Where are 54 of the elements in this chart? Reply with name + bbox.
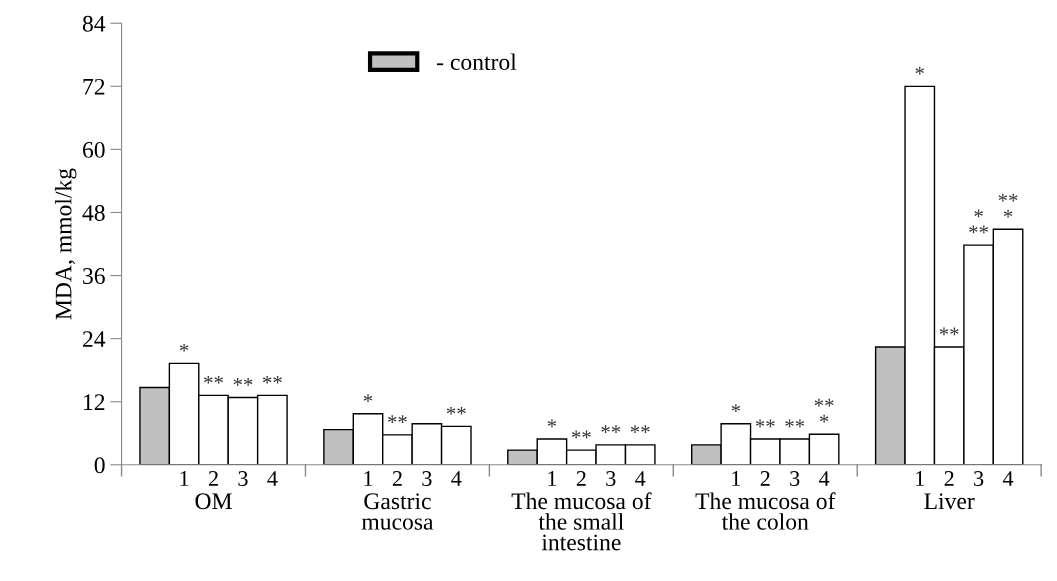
data-label: ** (388, 415, 407, 424)
series-label: 4 (267, 471, 278, 486)
x-tick-label: Liver (924, 493, 975, 510)
data-label: * (179, 343, 189, 352)
series-label: 3 (238, 471, 248, 486)
text: 3 (606, 471, 616, 486)
text: 2 (944, 471, 954, 486)
text: 3 (422, 471, 432, 486)
text: 3 (790, 471, 800, 486)
data-label: * ** (969, 209, 989, 234)
data-label: ** (939, 327, 959, 336)
x-tick-label: The mucosa of the colon (695, 492, 836, 530)
text: 4 (451, 471, 462, 486)
data-label: ** * (998, 193, 1018, 218)
y-tick-label: 60 (82, 141, 105, 158)
text: 1 (916, 471, 924, 486)
text: 2 (760, 471, 770, 486)
data-label: ** (601, 425, 621, 433)
text: 3 (974, 471, 984, 486)
text: 2 (392, 471, 402, 486)
data-label: ** (446, 406, 466, 415)
data-label: * (731, 404, 741, 412)
data-label: * (915, 66, 924, 75)
text: 4 (819, 471, 830, 486)
y-axis-title: MDA, mmol/kg (54, 168, 77, 320)
series-label: 1 (180, 471, 189, 486)
data-label: * (547, 419, 557, 428)
text: 4 (635, 471, 646, 486)
data-label: ** (233, 378, 253, 386)
data-label: ** (204, 375, 223, 384)
legend-label: - control (437, 53, 517, 71)
text: 1 (548, 471, 557, 486)
data-label: ** (755, 419, 775, 428)
x-tick-label: The mucosa of the small intestine (511, 492, 652, 551)
text: 4 (1002, 471, 1014, 486)
y-tick-label: 48 (82, 204, 105, 221)
x-tick-label: Gastric mucosa (361, 493, 434, 530)
y-tick-label: 84 (82, 15, 106, 32)
data-label: ** (785, 419, 805, 428)
data-label: ** (571, 430, 591, 439)
y-tick-label: 72 (83, 78, 105, 95)
data-label: * (363, 394, 373, 402)
data-label: ** (262, 375, 282, 384)
text: 1 (732, 471, 741, 486)
y-tick-label: 12 (84, 394, 105, 410)
data-label: ** * (814, 398, 834, 423)
y-tick-label: 0 (94, 457, 105, 474)
x-tick-label: OM (195, 493, 232, 510)
text: 1 (364, 471, 373, 486)
data-label: ** (630, 425, 650, 433)
series-label: 2 (208, 471, 218, 486)
y-tick-label: 36 (83, 268, 105, 284)
y-tick-label: 24 (83, 331, 106, 347)
text: 2 (576, 471, 586, 486)
